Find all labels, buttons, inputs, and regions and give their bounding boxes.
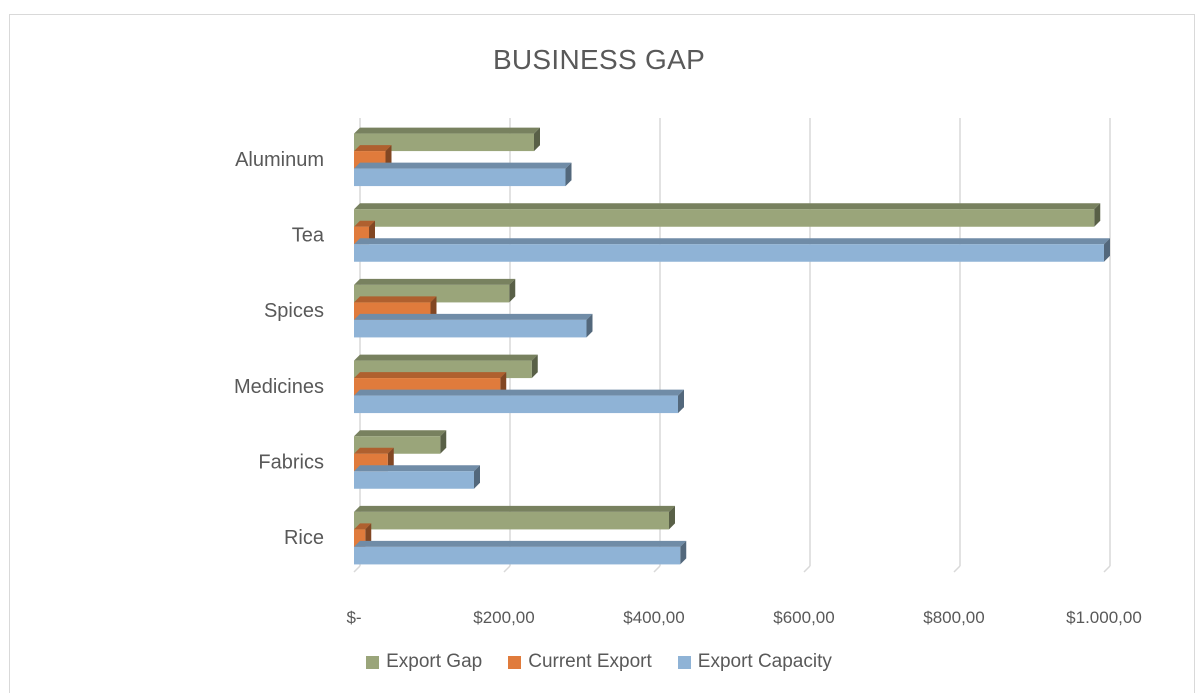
bar-export-capacity-spices bbox=[354, 319, 587, 338]
bar-top-export-capacity-medicines bbox=[354, 389, 684, 396]
bar-export-gap-tea bbox=[354, 209, 1095, 227]
bar-top-current-export-spices bbox=[354, 296, 437, 303]
x-tick-label-3: $600,00 bbox=[773, 608, 834, 627]
bar-top-export-gap-tea bbox=[354, 203, 1101, 210]
legend-item-export-gap: Export Gap bbox=[366, 651, 482, 673]
bar-top-current-export-fabrics bbox=[354, 447, 394, 454]
legend-label-current-export: Current Export bbox=[528, 651, 652, 672]
chart-legend: Export Gap Current Export Export Capacit… bbox=[0, 651, 1198, 673]
category-label-rice: Rice bbox=[284, 527, 324, 549]
bar-side-export-gap-aluminum bbox=[534, 127, 540, 152]
legend-swatch-export-gap bbox=[366, 655, 380, 669]
bar-side-export-capacity-fabrics bbox=[474, 465, 480, 489]
bar-top-export-gap-medicines bbox=[354, 354, 538, 361]
bar-side-export-gap-spices bbox=[509, 278, 516, 303]
bar-top-export-capacity-aluminum bbox=[354, 162, 572, 169]
bar-top-export-capacity-fabrics bbox=[354, 465, 480, 472]
bar-top-current-export-aluminum bbox=[354, 145, 392, 152]
bar-export-capacity-aluminum bbox=[354, 168, 566, 187]
bar-current-export-rice bbox=[354, 529, 366, 547]
legend-item-export-capacity: Export Capacity bbox=[677, 651, 832, 673]
bar-top-export-gap-spices bbox=[354, 278, 516, 285]
bar-side-export-capacity-tea bbox=[1104, 238, 1110, 262]
bar-export-capacity-fabrics bbox=[354, 471, 474, 489]
bar-top-current-export-tea bbox=[354, 220, 375, 227]
gridline-foot-5 bbox=[1103, 565, 1111, 573]
bar-side-export-gap-fabrics bbox=[440, 430, 447, 454]
legend-item-current-export: Current Export bbox=[508, 651, 652, 673]
bar-side-export-gap-medicines bbox=[531, 354, 538, 379]
chart-title: BUSINESS GAP bbox=[492, 44, 706, 75]
gridline-foot-2 bbox=[653, 565, 661, 573]
gridline-foot-3 bbox=[803, 565, 811, 573]
bar-side-export-capacity-spices bbox=[586, 313, 593, 338]
category-label-aluminum: Aluminum bbox=[235, 149, 324, 171]
category-label-tea: Tea bbox=[292, 225, 325, 247]
gridline-foot-0 bbox=[353, 565, 361, 573]
bar-top-export-gap-rice bbox=[354, 505, 675, 512]
chart-plot: $- $200,00 $400,00 $600,00 $800,00 $1.000,00 R… bbox=[234, 118, 1142, 627]
bar-export-capacity-rice bbox=[354, 546, 681, 565]
x-tick-label-4: $800,00 bbox=[923, 608, 984, 627]
legend-label-export-gap: Export Gap bbox=[386, 651, 483, 672]
x-tick-label-2: $400,00 bbox=[623, 608, 684, 627]
bar-side-export-gap-rice bbox=[669, 505, 675, 530]
bar-side-export-capacity-aluminum bbox=[565, 162, 572, 187]
legend-label-export-capacity: Export Capacity bbox=[697, 651, 832, 672]
bar-side-export-capacity-rice bbox=[680, 540, 687, 565]
bar-top-export-capacity-rice bbox=[354, 540, 687, 547]
legend-swatch-export-capacity bbox=[677, 655, 691, 669]
category-label-fabrics: Fabrics bbox=[258, 452, 324, 474]
bar-export-gap-aluminum bbox=[354, 133, 534, 152]
chart-frame bbox=[9, 14, 1195, 693]
bar-export-capacity-medicines bbox=[354, 395, 678, 414]
x-tick-label-0: $- bbox=[346, 608, 361, 627]
gridline-foot-1 bbox=[503, 565, 511, 573]
gridline-foot-4 bbox=[953, 565, 961, 573]
bar-top-export-gap-aluminum bbox=[354, 127, 540, 134]
category-label-medicines: Medicines bbox=[234, 376, 324, 398]
legend-swatch-current-export bbox=[508, 655, 522, 669]
bar-top-export-capacity-tea bbox=[354, 238, 1110, 245]
bar-side-export-gap-tea bbox=[1094, 203, 1101, 227]
bar-export-gap-rice bbox=[354, 511, 669, 530]
bar-top-current-export-rice bbox=[354, 523, 372, 530]
bar-side-export-capacity-medicines bbox=[678, 389, 684, 414]
x-tick-label-5: $1.000,00 bbox=[1066, 608, 1142, 627]
bar-top-export-gap-fabrics bbox=[354, 430, 447, 437]
bar-top-current-export-medicines bbox=[354, 372, 507, 379]
x-tick-label-1: $200,00 bbox=[473, 608, 534, 627]
category-label-spices: Spices bbox=[264, 300, 324, 322]
bar-top-export-capacity-spices bbox=[354, 313, 593, 320]
bar-export-capacity-tea bbox=[354, 244, 1104, 262]
